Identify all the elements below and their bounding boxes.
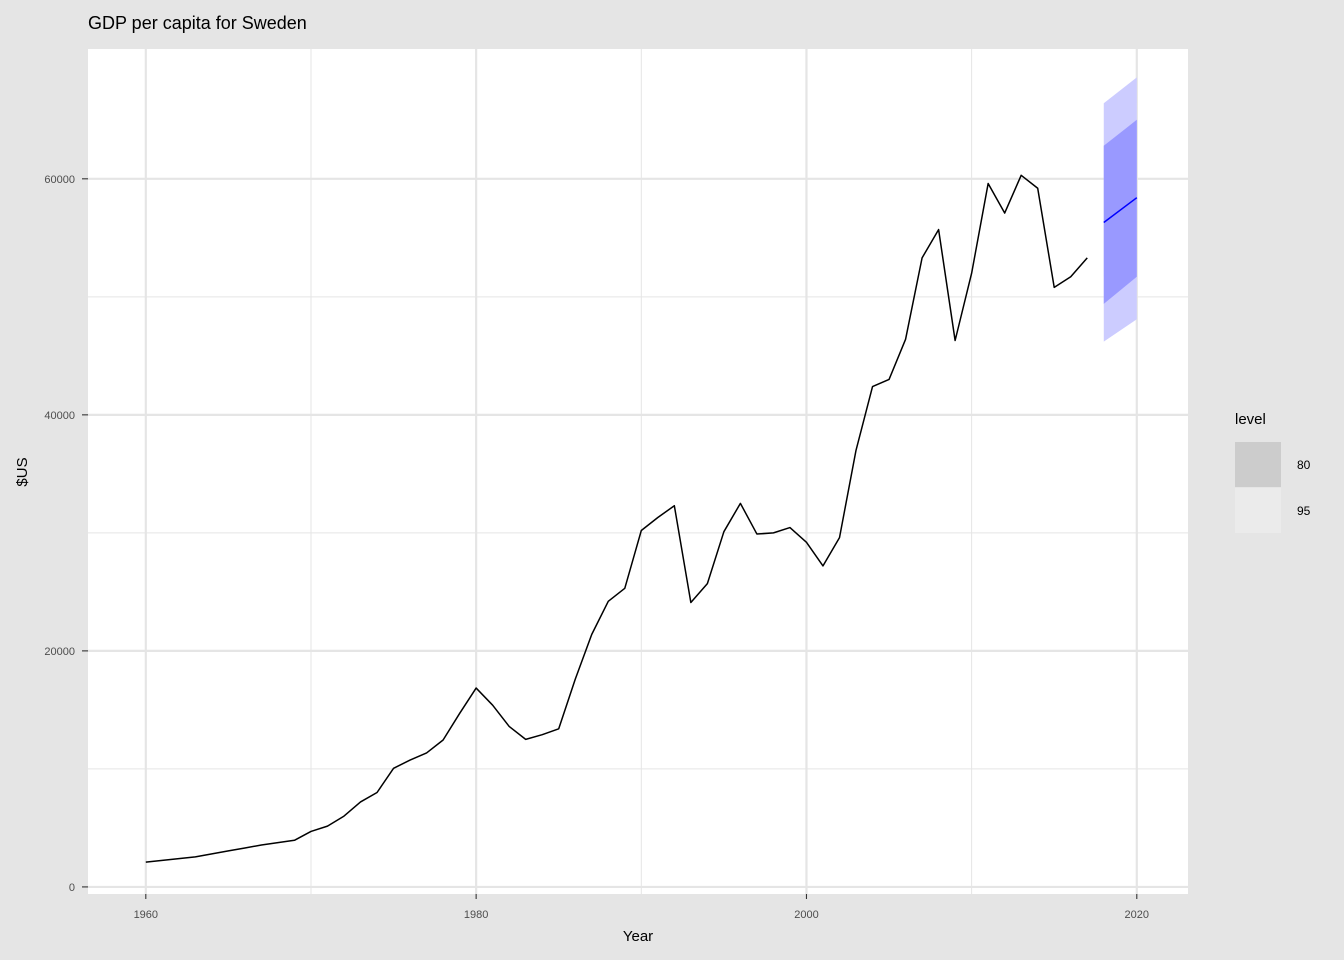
series-lines [145,174,1138,863]
x-axis-title: Year [623,928,653,945]
x-tick-label: 2020 [1125,909,1149,921]
chart-title: GDP per capita for Sweden [88,13,307,33]
y-tick-label: 0 [69,882,75,894]
axes: 1960 1980 2000 2020 0 20000 40000 60000 [44,174,1149,921]
y-tick-label: 40000 [44,410,75,422]
gridlines [88,49,1188,894]
legend-key-80 [1235,442,1281,487]
legend-title: level [1235,411,1266,428]
x-tick-label: 1960 [134,909,158,921]
forecast-mean-line [1103,197,1138,224]
x-tick-label: 2000 [794,909,818,921]
panel-background [88,49,1188,894]
legend-label-80: 80 [1297,458,1311,472]
gdp-series-line [145,174,1088,863]
forecast-interval-80 [1103,119,1137,304]
legend: level 80 95 [1235,411,1311,533]
y-tick-label: 20000 [44,646,75,658]
x-tick-label: 1980 [464,909,488,921]
y-axis-title: $US [14,457,31,486]
legend-key-95 [1235,488,1281,533]
legend-label-95: 95 [1297,504,1311,518]
y-tick-label: 60000 [44,174,75,186]
